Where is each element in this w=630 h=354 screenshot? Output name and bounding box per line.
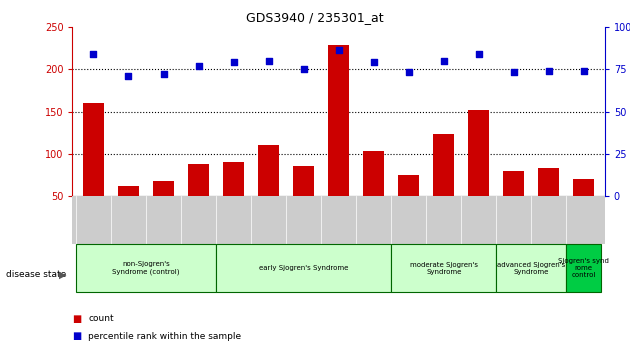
Text: non-Sjogren's
Syndrome (control): non-Sjogren's Syndrome (control) — [112, 261, 180, 275]
Bar — [188, 164, 209, 239]
Bar — [258, 145, 279, 239]
Bar — [468, 110, 490, 239]
Point — [159, 71, 169, 77]
Point — [508, 70, 518, 75]
Text: GDS3940 / 235301_at: GDS3940 / 235301_at — [246, 11, 384, 24]
Text: moderate Sjogren's
Syndrome: moderate Sjogren's Syndrome — [410, 262, 478, 275]
Point — [579, 68, 589, 74]
Text: ■: ■ — [72, 314, 82, 324]
Bar — [433, 133, 454, 239]
Bar — [118, 186, 139, 239]
Point — [438, 58, 449, 63]
Bar — [153, 181, 174, 239]
Text: disease state: disease state — [6, 270, 67, 279]
Point — [88, 51, 98, 57]
Point — [474, 51, 484, 57]
Bar — [76, 244, 216, 292]
Bar — [328, 45, 349, 239]
Bar — [573, 179, 594, 239]
Point — [369, 59, 379, 65]
Point — [229, 59, 239, 65]
Bar — [293, 166, 314, 239]
Point — [263, 58, 273, 63]
Bar — [216, 244, 391, 292]
Bar — [223, 162, 244, 239]
Point — [333, 47, 343, 53]
Text: count: count — [88, 314, 114, 323]
Bar — [398, 175, 419, 239]
Bar — [503, 171, 524, 239]
Point — [193, 63, 203, 68]
Point — [544, 68, 554, 74]
Point — [123, 73, 134, 79]
Text: ▶: ▶ — [59, 269, 66, 279]
Text: Sjogren's synd
rome
control: Sjogren's synd rome control — [558, 258, 609, 278]
Text: percentile rank within the sample: percentile rank within the sample — [88, 332, 241, 341]
Bar — [566, 244, 601, 292]
Bar — [363, 150, 384, 239]
Point — [299, 66, 309, 72]
Text: ■: ■ — [72, 331, 82, 341]
Bar — [496, 244, 566, 292]
Point — [404, 70, 414, 75]
Text: early Sjogren's Syndrome: early Sjogren's Syndrome — [259, 265, 348, 271]
Bar — [538, 169, 559, 239]
Text: advanced Sjogren's
Syndrome: advanced Sjogren's Syndrome — [497, 262, 565, 275]
Bar — [83, 103, 104, 239]
Bar — [391, 244, 496, 292]
